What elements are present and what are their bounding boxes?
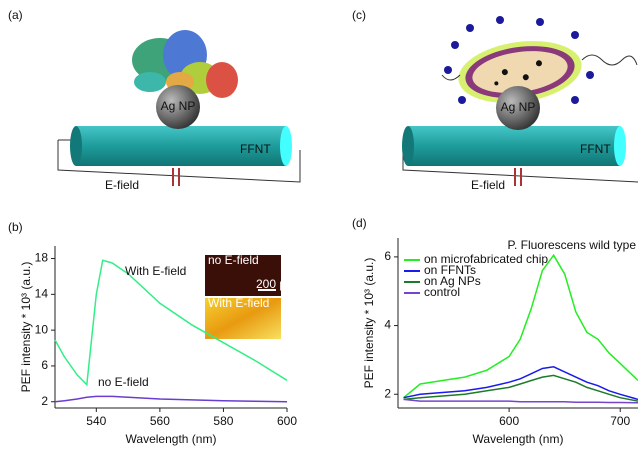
nanotube	[76, 126, 286, 166]
x-axis-label: Wavelength (nm)	[473, 432, 564, 446]
annotation: no E-field	[98, 375, 149, 389]
x-tick-label: 600	[499, 414, 519, 428]
y-axis-label: PEF intensity * 10³ (a.u.)	[19, 262, 33, 393]
field-label: E-field	[471, 178, 505, 192]
inset-label: no E-field	[208, 253, 259, 267]
protein	[132, 30, 238, 98]
panel-label: (b)	[8, 220, 23, 234]
panel-c: (c) Ag NP FFNT E-field	[352, 8, 638, 192]
inset-image	[205, 298, 281, 339]
flagellum	[441, 74, 461, 81]
nanoparticle	[156, 85, 200, 129]
series-line	[403, 398, 638, 404]
y-tick-label: 6	[41, 358, 48, 372]
nanoparticle	[496, 86, 540, 130]
nanotube	[408, 126, 620, 166]
x-tick-label: 600	[277, 414, 297, 428]
x-tick-label: 700	[610, 414, 630, 428]
y-tick-label: 18	[35, 251, 49, 265]
nanotube-end	[70, 126, 82, 166]
nanotube-end	[280, 126, 292, 166]
legend-label: on microfabricated chip	[424, 252, 548, 266]
series-line	[403, 253, 638, 399]
series-line	[54, 259, 288, 387]
scale-label: 200 μm	[256, 277, 296, 291]
bacterium	[458, 41, 582, 103]
panel-label: (a)	[8, 8, 23, 22]
np-label: Ag NP	[161, 99, 196, 113]
panel-label: (c)	[352, 8, 366, 22]
y-tick-label: 4	[384, 318, 391, 332]
x-tick-label: 560	[150, 414, 170, 428]
flagellum	[581, 54, 638, 66]
panel-label: (d)	[352, 216, 367, 230]
tube-label: FFNT	[580, 142, 611, 156]
series-line	[403, 374, 638, 402]
nanotube-end	[614, 126, 626, 166]
inset: no E-field 200 μm With E-field	[205, 253, 296, 339]
inset-label: With E-field	[208, 296, 269, 310]
tube-label: FFNT	[240, 142, 271, 156]
panel-a: (a) Ag NP FFNT E-field	[8, 8, 301, 192]
y-tick-label: 2	[384, 386, 391, 400]
x-axis-label: Wavelength (nm)	[126, 432, 217, 446]
chart-title: P. Fluorescens wild type	[507, 238, 636, 252]
legend-label: on Ag NPs	[424, 274, 481, 288]
nanotube-end	[402, 126, 414, 166]
y-tick-label: 6	[384, 249, 391, 263]
x-tick-label: 540	[86, 414, 106, 428]
series-line	[54, 395, 288, 403]
y-axis-label: PEF intensity * 10³ (a.u.)	[362, 258, 376, 389]
field-label: E-field	[105, 178, 139, 192]
y-tick-label: 10	[35, 322, 49, 336]
x-tick-label: 580	[213, 414, 233, 428]
antibodies	[444, 16, 594, 104]
annotation: With E-field	[125, 264, 186, 278]
np-label: Ag NP	[501, 100, 536, 114]
legend-label: on FFNTs	[424, 263, 476, 277]
y-tick-label: 2	[41, 394, 48, 408]
y-tick-label: 14	[35, 287, 49, 301]
legend-label: control	[424, 285, 460, 299]
series-line	[403, 366, 638, 401]
